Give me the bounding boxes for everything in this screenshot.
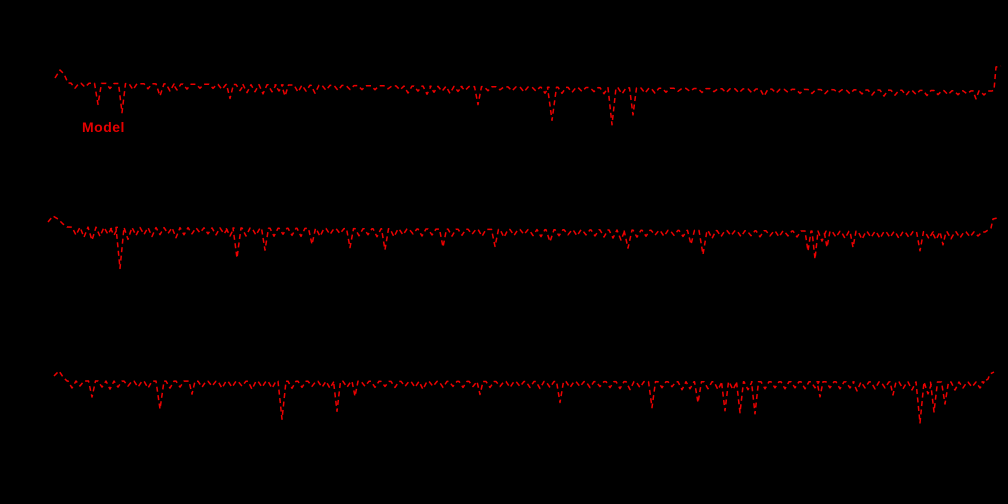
model-spectrum-middle-panel [47, 215, 998, 270]
model-spectrum-top-panel [54, 65, 1002, 126]
model-spectrum-bottom-panel [53, 370, 995, 424]
legend-model-label: Model [82, 119, 125, 135]
